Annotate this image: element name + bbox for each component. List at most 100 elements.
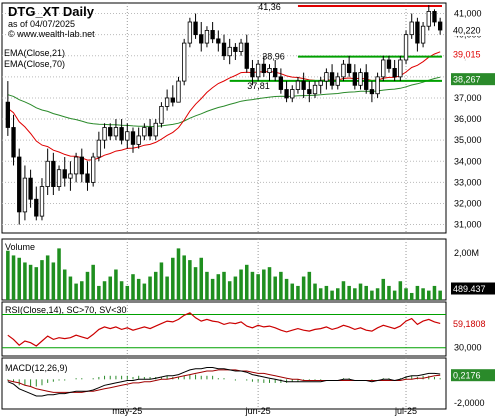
volume-bar [153,271,158,300]
candle-down [233,46,238,52]
volume-bar [74,283,78,300]
candle-down [250,68,255,78]
macd-line [7,367,441,397]
volume-bar [40,260,44,300]
volume-bar [262,269,266,300]
price-y-tick: 35,000 [454,135,482,145]
volume-bar [358,283,363,300]
candle-down [415,21,420,44]
candle-down [28,177,33,200]
volume-bar [68,276,73,300]
volume-bar [427,290,431,300]
volume-bar [136,278,141,300]
volume-bar [256,274,260,300]
volume-bar [392,290,397,300]
volume-bar [11,255,16,300]
volume-bar [114,269,118,300]
candle-down [34,198,39,217]
volume-bar [244,264,249,300]
candle-down [244,42,249,69]
candle-up [255,63,261,78]
volume-bar [341,281,346,300]
volume-bar [199,257,204,300]
rsi-line [7,312,441,347]
candle-up [426,11,431,27]
candle-up [136,135,141,145]
volume-bar [421,288,425,300]
volume-bar [205,271,209,300]
site-credit: © www.wealth-lab.net [8,29,95,39]
candle-up [204,30,210,44]
volume-bar [404,288,408,300]
candle-down [130,131,136,145]
candle-up [295,80,301,90]
last-close-tag-box [451,24,495,37]
volume-bar [17,257,21,300]
candle-down [199,34,204,44]
candle-up [45,160,50,187]
candle-down [85,173,90,183]
volume-bar [233,276,238,300]
volume-bar [119,281,124,300]
volume-bar [159,262,164,300]
volume-bar [34,267,39,300]
candle-down [261,63,266,74]
candle-down [284,89,289,99]
volume-bar [97,285,101,300]
candle-down [352,72,357,86]
candle-up [182,42,187,82]
candle-up [113,127,119,137]
volume-bar [318,288,323,300]
volume-bar [296,285,300,300]
candle-down [119,127,124,141]
candle-up [375,76,380,95]
candle-up [39,186,45,217]
candle-up [176,80,181,103]
volume-bar [347,285,351,300]
ema21-label: EMA(Close,21) [4,48,65,58]
macd-last-tag: 0,2176 [453,371,481,381]
volume-bar [398,281,403,300]
candle-down [346,63,352,74]
volume-bar [188,260,192,300]
volume-bar [108,276,112,300]
volume-bar [91,264,95,300]
candle-up [164,97,170,107]
candle-down [79,156,84,175]
macd-last-box [451,369,495,382]
volume-bar [62,269,67,300]
volume-bar [171,257,175,300]
candle-down [62,169,67,179]
volume-bar [353,288,357,300]
candle-down [221,42,227,57]
volume-bar [102,281,107,300]
volume-bar [313,283,317,300]
candle-down [329,72,335,86]
volume-bar [222,271,226,300]
resistance-level-label: 41,36 [258,2,281,12]
candle-down [364,72,369,90]
volume-bar [273,276,277,300]
volume-bar [387,285,391,300]
volume-bar [28,264,33,300]
candle-up [96,139,102,158]
volume-bar [125,285,130,300]
candle-up [341,63,346,78]
volume-bar [307,271,312,300]
candle-up [324,72,329,82]
candle-down [437,21,443,31]
volume-bar [432,285,437,300]
volume-bar [364,285,368,300]
candle-up [22,177,28,213]
volume-bar [375,288,380,300]
volume-bar [250,271,255,300]
candle-up [398,59,403,78]
candle-down [170,97,175,103]
upper-range-level-label: 38,96 [262,52,285,62]
candle-up [318,80,323,86]
candle-up [153,122,158,137]
candle-down [301,80,306,90]
ema70-last-tag: 38,267 [453,75,481,85]
lower-range-level-label: 37,81 [247,81,270,91]
